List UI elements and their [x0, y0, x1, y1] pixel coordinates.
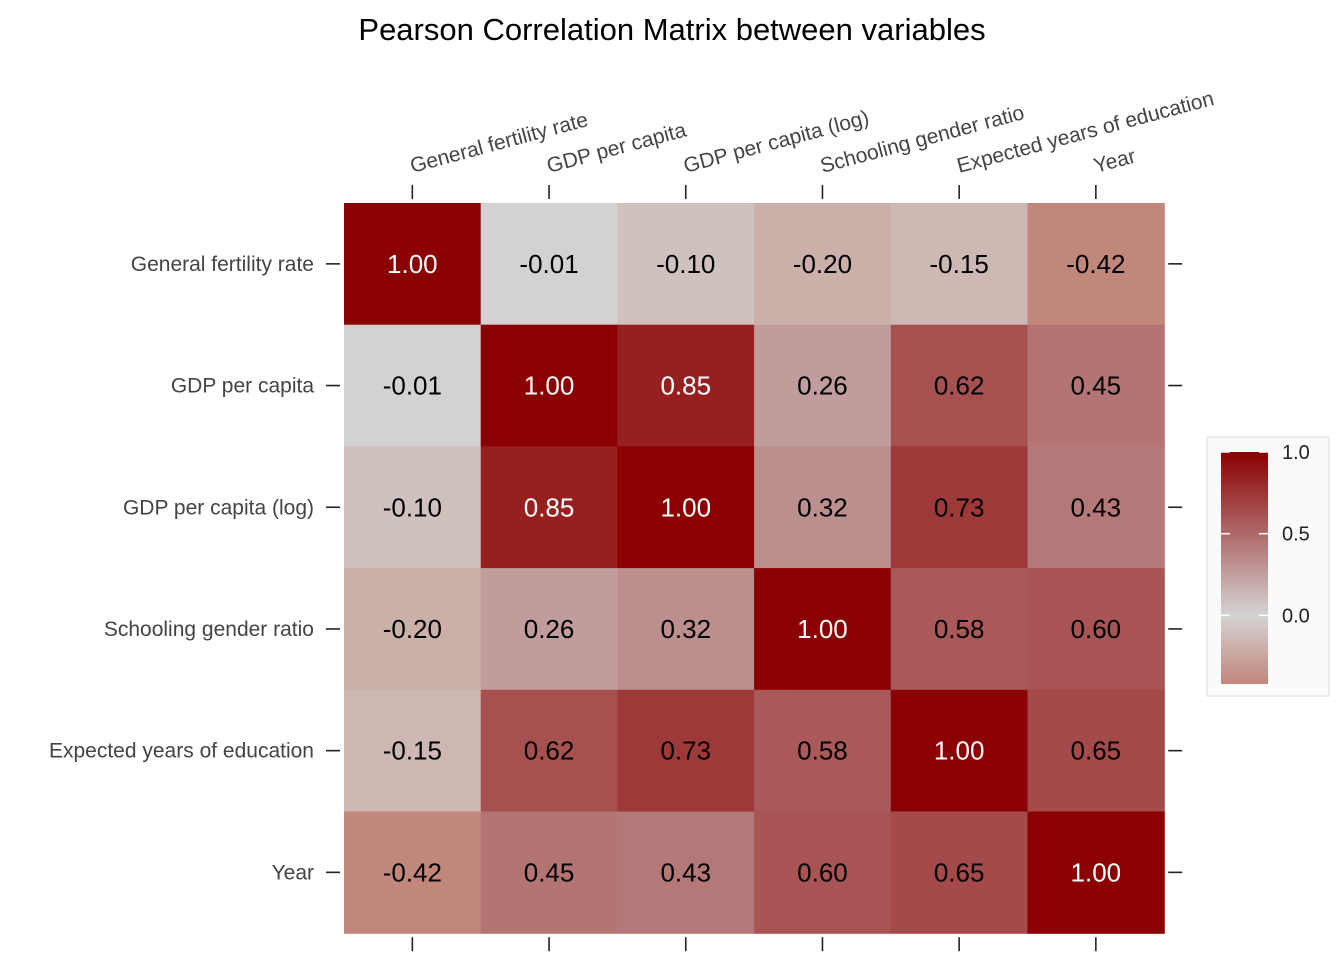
heatmap-cell-label: 0.43: [1071, 492, 1122, 522]
heatmap-cell: [480, 811, 618, 934]
heatmap-cell-label: 0.43: [660, 857, 711, 887]
heatmap-cell: [480, 324, 618, 447]
color-legend: 1.0 0.5 0.0: [1206, 436, 1330, 697]
heatmap-cell: [480, 568, 618, 691]
heatmap-cell: [344, 568, 482, 691]
heatmap-cell: [1027, 568, 1165, 691]
heatmap-cell: [344, 446, 482, 569]
y-axis: General fertility rate GDP per capita GDP …: [49, 253, 340, 884]
heatmap-cell-label: 0.73: [660, 736, 711, 766]
heatmap-cell: [754, 446, 892, 569]
y-tick-label: Schooling gender ratio: [104, 618, 314, 641]
heatmap-cell: [890, 324, 1029, 447]
legend-tick-label: 0.5: [1282, 524, 1310, 546]
heatmap-cell-label: -0.15: [383, 736, 442, 766]
heatmap-cell-label: 0.60: [1071, 614, 1122, 644]
y-tick-label: GDP per capita: [171, 375, 315, 398]
heatmap-cell: [344, 811, 482, 934]
x-axis-bottom-ticks: [411, 937, 1097, 952]
heatmap-cell: [480, 689, 618, 813]
legend-tick-label: 1.0: [1282, 442, 1310, 464]
y-tick-label: Expected years of education: [49, 740, 314, 763]
heatmap-cell: [1027, 446, 1165, 569]
heatmap-cell: [480, 446, 618, 569]
heatmap-cell-label: 0.62: [524, 736, 575, 766]
heatmap-cell: [344, 324, 482, 447]
heatmap-cell-label: 0.65: [1071, 736, 1122, 766]
heatmap-cell-label: 1.00: [387, 249, 438, 279]
heatmap-cell: [754, 203, 892, 326]
y-axis-right-ticks: [1168, 263, 1183, 874]
heatmap-cell-label: 0.45: [524, 857, 575, 887]
legend-tick-label: 0.0: [1282, 605, 1310, 627]
heatmap-cell: [480, 203, 618, 326]
y-tick-label: General fertility rate: [131, 253, 314, 276]
heatmap-cell: [754, 811, 892, 934]
heatmap-cell-label: -0.01: [519, 249, 578, 279]
heatmap-cell-label: 0.26: [797, 371, 848, 401]
heatmap-cell-label: -0.20: [383, 614, 442, 644]
heatmap-cell-label: 1.00: [660, 492, 711, 522]
heatmap-cell-label: 1.00: [524, 371, 575, 401]
heatmap-cell: [890, 203, 1029, 326]
heatmap-cell-label: 0.45: [1071, 371, 1122, 401]
x-tick-label: Expected years of education: [954, 87, 1216, 178]
heatmap-cell: [617, 689, 755, 813]
heatmap-cell-label: -0.10: [383, 492, 442, 522]
heatmap-cell: [754, 568, 892, 691]
heatmap-cell-label: 0.85: [524, 492, 575, 522]
heatmap-cell-label: 0.32: [797, 492, 848, 522]
heatmap-cell-label: 0.85: [660, 371, 711, 401]
heatmap-cells: [344, 203, 1165, 934]
heatmap-cell-label: -0.01: [383, 371, 442, 401]
heatmap-cell: [890, 811, 1029, 934]
heatmap-cell: [1027, 689, 1165, 813]
heatmap-cell-label: 1.00: [797, 614, 848, 644]
heatmap-cell: [617, 324, 755, 447]
heatmap-cell-label: 0.60: [797, 857, 848, 887]
heatmap-cell: [344, 203, 482, 326]
heatmap-cell-label: 1.00: [934, 736, 985, 766]
heatmap-cell-label: 0.65: [934, 857, 985, 887]
heatmap-cell: [617, 568, 755, 691]
heatmap-cell: [754, 689, 892, 813]
heatmap-cell-label: -0.42: [383, 857, 442, 887]
heatmap-cell: [890, 446, 1029, 569]
heatmap-cell-label: -0.20: [793, 249, 852, 279]
y-tick-label: Year: [272, 861, 314, 884]
heatmap-cell-label: 0.58: [797, 736, 848, 766]
heatmap-cell-label: 0.58: [934, 614, 985, 644]
y-tick-label: GDP per capita (log): [123, 496, 314, 519]
heatmap-cell: [617, 811, 755, 934]
heatmap-cell-label: 0.73: [934, 492, 985, 522]
heatmap-cell: [1027, 811, 1165, 934]
heatmap-cell-label: -0.15: [930, 249, 989, 279]
heatmap-cell-label: 0.32: [660, 614, 711, 644]
heatmap-cell-label: -0.10: [656, 249, 715, 279]
legend-colorbar: [1221, 452, 1268, 684]
heatmap-cell: [617, 446, 755, 569]
heatmap-cell: [890, 568, 1029, 691]
x-tick-label: Year: [1091, 145, 1138, 178]
heatmap-cell: [1027, 203, 1165, 326]
heatmap-cell: [1027, 324, 1165, 447]
chart-title: Pearson Correlation Matrix between varia…: [358, 12, 985, 47]
heatmap-cell: [754, 324, 892, 447]
heatmap-cell: [617, 203, 755, 326]
heatmap-cell-label: 0.26: [524, 614, 575, 644]
heatmap-cell: [890, 689, 1029, 813]
heatmap-cell-labels: 1.00 -0.01 -0.10 -0.20 -0.15 -0.42 -0.01 1.00 0.…: [383, 249, 1126, 887]
heatmap-cell: [344, 689, 482, 813]
heatmap-cell-label: -0.42: [1066, 249, 1125, 279]
heatmap-cell-label: 1.00: [1071, 857, 1122, 887]
heatmap-cell-label: 0.62: [934, 371, 985, 401]
